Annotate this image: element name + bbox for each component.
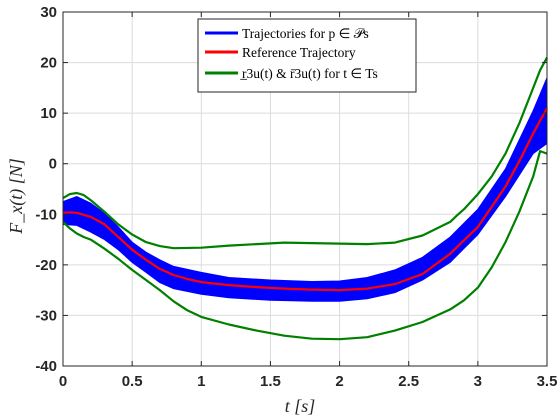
- y-tick-label: 30: [40, 4, 57, 21]
- x-tick-label: 1.5: [260, 373, 281, 390]
- reference-trajectory-line: [62, 107, 548, 292]
- x-tick-label: 2.5: [398, 373, 419, 390]
- y-tick-label: -30: [35, 307, 57, 324]
- legend-box: [197, 18, 417, 93]
- x-tick-label: 0: [59, 373, 67, 390]
- y-tick-label: 0: [49, 156, 57, 173]
- y-axis-label: F_x(t) [N]: [6, 158, 27, 235]
- legend-label-reference: Reference Trajectory: [242, 45, 356, 60]
- upper-bound-line: [62, 56, 548, 250]
- y-tick-label: -20: [35, 257, 57, 274]
- x-tick-label: 3.5: [537, 373, 558, 390]
- y-tick-label: 20: [40, 55, 57, 72]
- y-tick-label: 10: [40, 105, 57, 122]
- x-tick-label: 2: [335, 373, 343, 390]
- tick-labels: 0 0.5 1 1.5 2 2.5 3 3.5 -40 -30 -20 -10 0 10 20 30: [35, 4, 557, 390]
- x-axis-label: t [s]: [285, 396, 316, 416]
- legend-label-bounds: r̲3u(t) & r̄3u(t) for t ∈ Ts: [240, 66, 378, 81]
- y-tick-label: -10: [35, 206, 57, 223]
- x-tick-label: 0.5: [122, 373, 143, 390]
- legend-label-trajectories: Trajectories for p ∈ 𝒫s: [242, 26, 369, 41]
- plot-frame: [62, 11, 548, 367]
- lower-bound-line: [62, 150, 548, 341]
- ticks: [62, 11, 548, 367]
- x-tick-label: 3: [474, 373, 482, 390]
- y-tick-label: -40: [35, 358, 57, 375]
- x-tick-label: 1: [197, 373, 205, 390]
- legend: Trajectories for p ∈ 𝒫s Reference Trajec…: [197, 18, 417, 93]
